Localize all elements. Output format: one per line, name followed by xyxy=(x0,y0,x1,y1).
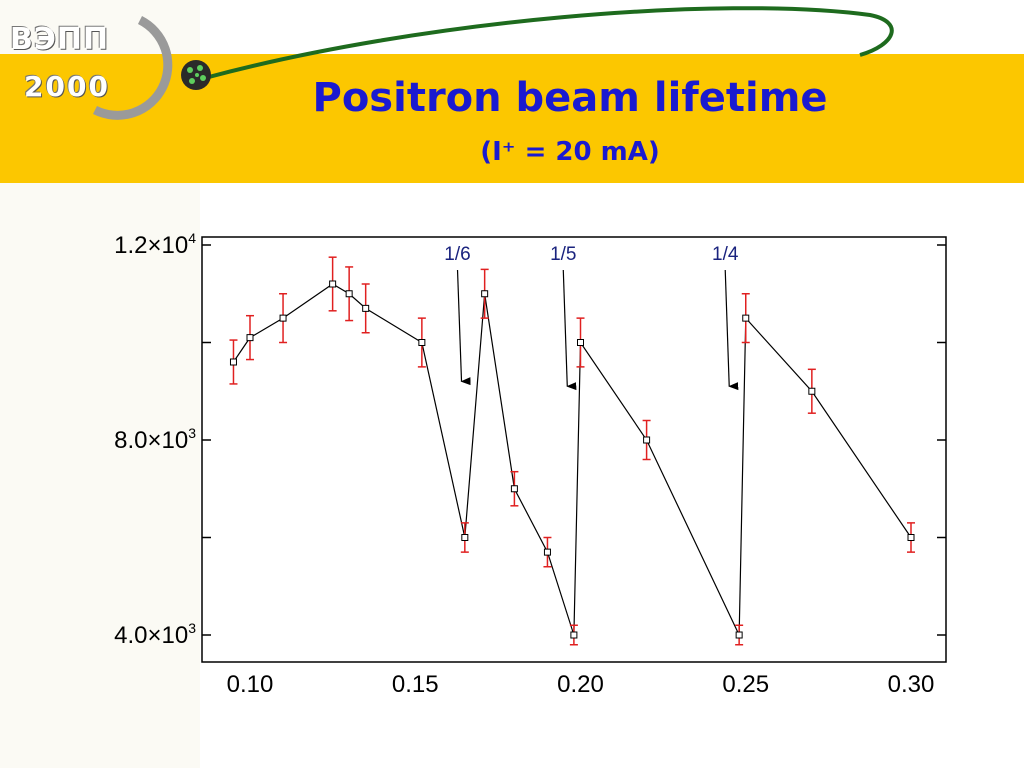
particle-dot xyxy=(189,78,195,84)
plot-frame xyxy=(201,236,947,663)
logo-text-top: ВЭПП xyxy=(10,22,110,57)
data-point xyxy=(362,304,370,312)
y-tick-labels: 1.2×104 8.0×103 4.0×103 xyxy=(114,230,196,649)
annotation-label: 1/6 xyxy=(444,244,470,265)
data-point xyxy=(577,339,584,346)
logo-swoosh xyxy=(92,15,173,120)
data-point xyxy=(808,387,816,395)
x-tick-labels: 0.10 0.15 0.20 0.25 0.30 xyxy=(227,671,935,698)
x-tick-label: 0.15 xyxy=(392,671,439,698)
data-point xyxy=(279,314,287,322)
page-subtitle: (I⁺ = 20 mA) xyxy=(480,137,660,167)
data-point xyxy=(510,485,518,493)
y-tick-label: 4.0×103 xyxy=(114,620,196,649)
annotation-arrow xyxy=(724,269,739,391)
series-line-group xyxy=(232,283,912,636)
annotation-label: 1/4 xyxy=(712,244,739,265)
header-decoration xyxy=(92,6,894,120)
data-point xyxy=(543,548,551,556)
data-point xyxy=(329,280,337,288)
data-point xyxy=(418,339,426,346)
data-point xyxy=(735,631,743,639)
x-tick-label: 0.25 xyxy=(722,671,769,698)
x-tick-label: 0.20 xyxy=(557,671,604,698)
data-point xyxy=(246,334,254,342)
series-line xyxy=(232,283,912,636)
data-point xyxy=(481,290,489,298)
data-point xyxy=(570,631,578,639)
data-point xyxy=(907,534,915,541)
particle-dot xyxy=(200,75,206,81)
annotation-arrow xyxy=(562,269,577,391)
particle-dot xyxy=(195,73,199,77)
logo-text-bottom: 2000 xyxy=(24,70,110,103)
particle-dot xyxy=(187,67,193,73)
data-point xyxy=(643,436,651,444)
data-point xyxy=(345,290,353,298)
axis-ticks xyxy=(202,244,946,636)
data-point xyxy=(742,314,750,322)
annotation-arrow xyxy=(456,269,471,386)
orbit-curve xyxy=(204,6,894,80)
data-point xyxy=(461,534,469,541)
data-point xyxy=(229,358,237,366)
data-points xyxy=(229,280,915,639)
particle-dot xyxy=(197,65,203,71)
y-tick-label: 1.2×104 xyxy=(114,230,196,259)
annotation-label: 1/5 xyxy=(550,244,576,265)
x-tick-label: 0.10 xyxy=(227,671,274,698)
x-tick-label: 0.30 xyxy=(888,671,935,698)
page-title: Positron beam lifetime xyxy=(312,75,828,121)
y-tick-label: 8.0×103 xyxy=(114,425,196,454)
resonance-annotations: 1/6 1/5 1/4 xyxy=(444,244,739,391)
